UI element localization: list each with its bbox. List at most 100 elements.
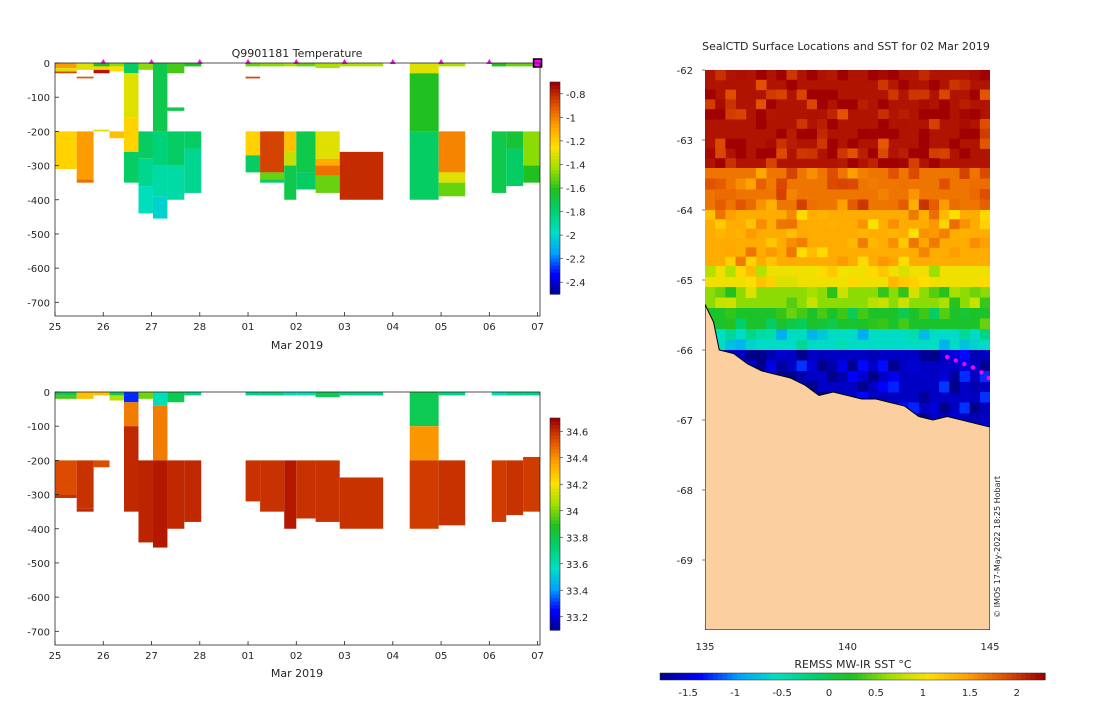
profile-cell xyxy=(76,508,94,512)
colorbar-segment xyxy=(550,166,560,171)
sst-pixel xyxy=(888,256,899,267)
sst-pixel xyxy=(837,148,848,159)
colorbar-segment xyxy=(550,531,560,536)
x-tick-label: 06 xyxy=(483,651,496,662)
sst-pixel xyxy=(715,158,726,169)
sst-pixel xyxy=(898,178,910,190)
colorbar-segment xyxy=(550,237,560,242)
colorbar-tick-label: 34 xyxy=(566,507,579,518)
colorbar-tick-label: 34.2 xyxy=(566,480,588,491)
sst-pixel xyxy=(735,148,747,159)
sst-pixel xyxy=(725,189,737,200)
colorbar-segment xyxy=(550,212,560,217)
sst-pixel xyxy=(755,70,767,81)
sst-pixel xyxy=(857,381,869,393)
sst-pixel xyxy=(979,138,990,149)
colorbar-segment xyxy=(550,124,560,129)
sst-colorbar-segment xyxy=(992,673,998,680)
sst-pixel xyxy=(908,148,920,159)
sst-pixel xyxy=(755,178,767,190)
x-tick-label: 07 xyxy=(531,651,544,662)
sst-pixel xyxy=(837,256,848,267)
profile-cell xyxy=(184,63,202,67)
colorbar-tick-label: -2.4 xyxy=(566,278,586,289)
sst-pixel xyxy=(867,70,879,81)
profile-cell xyxy=(167,107,185,111)
profile-cell xyxy=(245,460,261,502)
profile-cell xyxy=(260,63,285,67)
x-tick-label: 25 xyxy=(49,651,62,662)
sst-pixel xyxy=(928,339,940,351)
sst-pixel xyxy=(745,287,757,298)
sst-pixel xyxy=(969,402,981,414)
colorbar-segment xyxy=(550,258,560,263)
profile-cell xyxy=(284,392,297,396)
x-tick-label: 28 xyxy=(193,322,206,333)
sst-pixel xyxy=(979,89,990,100)
sst-colorbar-segment xyxy=(717,673,724,680)
colorbar-segment xyxy=(550,219,560,224)
sst-pixel xyxy=(949,287,960,298)
x-tick-label: 03 xyxy=(338,651,351,662)
colorbar-tick-label: 33.8 xyxy=(566,533,588,544)
sst-pixel xyxy=(979,210,990,220)
profile-cell xyxy=(109,63,125,67)
sst-pixel xyxy=(766,99,777,110)
colorbar-segment xyxy=(550,96,560,101)
sst-colorbar-segment xyxy=(698,673,704,680)
colorbar-segment xyxy=(550,524,560,529)
sst-pixel xyxy=(766,256,777,267)
sst-pixel xyxy=(857,360,869,372)
profile-cell xyxy=(93,63,110,67)
sst-pixel xyxy=(969,297,981,309)
sst-pixel xyxy=(847,199,859,211)
profile-cell xyxy=(152,196,168,219)
sst-pixel xyxy=(766,199,777,211)
sst-colorbar-segment xyxy=(746,673,753,680)
colorbar-segment xyxy=(550,127,560,133)
sst-pixel xyxy=(705,99,716,110)
sst-colorbar-segment xyxy=(741,673,748,680)
sst-pixel xyxy=(776,189,787,200)
x-tick-label: 05 xyxy=(435,322,448,333)
profile-cell xyxy=(409,73,439,132)
sst-pixel xyxy=(939,178,950,190)
sst-pixel xyxy=(816,128,828,140)
sst-pixel xyxy=(898,199,910,211)
sst-colorbar-segment xyxy=(943,673,950,680)
sst-pixel xyxy=(786,371,798,382)
sst-pixel xyxy=(725,109,737,120)
sst-colorbar-segment xyxy=(785,673,791,680)
colorbar-segment xyxy=(550,117,560,122)
sst-pixel xyxy=(735,228,747,239)
sst-pixel xyxy=(776,99,787,110)
sst-colorbar-segment xyxy=(732,673,738,680)
sst-pixel xyxy=(796,210,808,220)
sst-colorbar-tick-label: 1.5 xyxy=(962,688,978,699)
sst-pixel xyxy=(857,199,869,211)
sst-pixel xyxy=(928,219,940,230)
sst-pixel xyxy=(939,308,950,319)
sst-pixel xyxy=(908,402,920,414)
sst-pixel xyxy=(918,238,930,248)
profile-cell xyxy=(109,395,125,401)
colorbar-tick-label: 33.2 xyxy=(566,613,588,624)
sst-pixel xyxy=(898,318,910,330)
colorbar-segment xyxy=(550,605,560,610)
sst-pixel xyxy=(796,360,808,372)
sst-pixel xyxy=(888,219,899,230)
sst-pixel xyxy=(928,148,940,159)
sst-pixel xyxy=(898,266,910,277)
colorbar-segment xyxy=(550,463,560,469)
profile-cell xyxy=(296,460,316,519)
sst-pixel xyxy=(745,219,757,230)
sst-pixel xyxy=(969,238,981,248)
sst-pixel xyxy=(827,360,838,372)
colorbar-segment xyxy=(550,272,560,277)
colorbar-segment xyxy=(550,156,560,161)
sst-pixel xyxy=(786,128,798,140)
sst-pixel xyxy=(735,199,747,211)
sst-colorbar-segment xyxy=(866,673,873,680)
colorbar-segment xyxy=(550,276,560,281)
temperature-xlabel: Mar 2019 xyxy=(271,339,323,352)
